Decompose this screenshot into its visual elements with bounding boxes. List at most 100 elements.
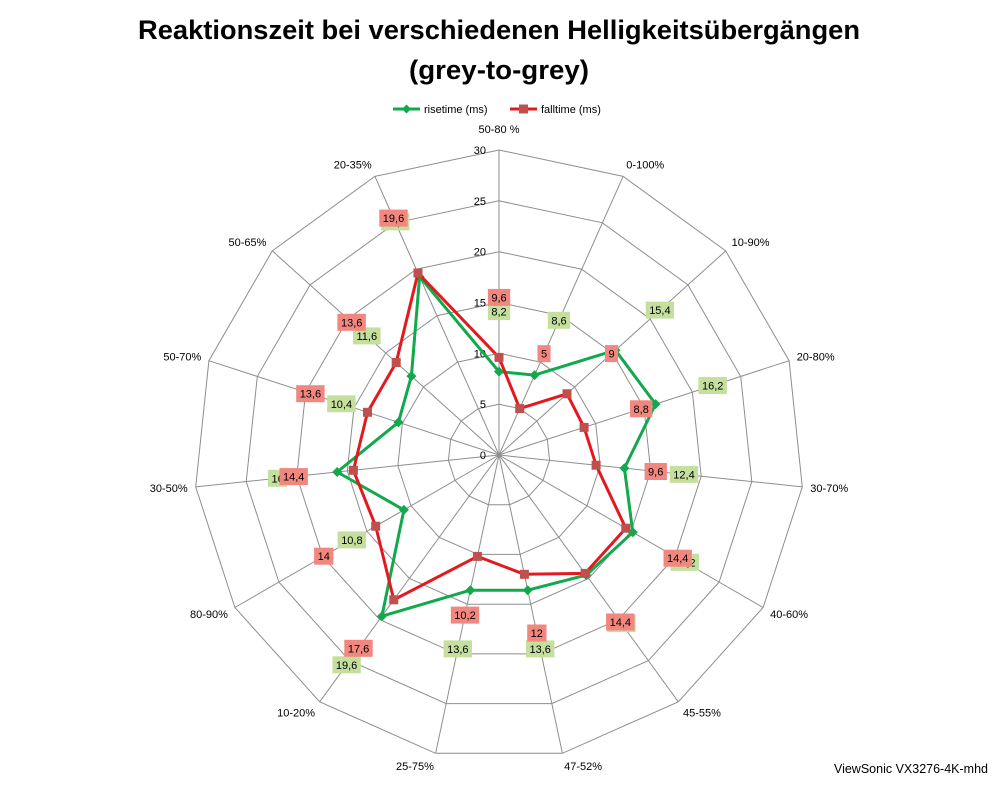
data-point-square: [389, 595, 399, 605]
data-label-text: 14,4: [667, 553, 688, 565]
data-point-diamond: [465, 585, 476, 596]
axis-spoke: [234, 454, 500, 608]
grid-ring: [346, 301, 652, 605]
data-label-text: 9,6: [491, 292, 506, 304]
chart-title: Reaktionszeit bei verschiedenen Helligke…: [138, 15, 860, 45]
data-point-square: [413, 268, 423, 278]
data-label-text: 16,2: [702, 381, 723, 393]
category-label: 0-100%: [626, 160, 664, 172]
data-point-square: [621, 523, 631, 533]
data-label: 13,6: [296, 385, 325, 403]
category-label: 20-35%: [334, 160, 372, 172]
data-label-text: 14: [318, 551, 330, 563]
data-label-box: [337, 313, 366, 331]
data-label-text: 9: [609, 349, 615, 361]
data-labels-falltime: 9,6 5 9 8,8 9,6 14,4 14,4 12 10,2 17,6 14 14,4 13,6 1…: [279, 209, 692, 657]
data-label: 8,6: [547, 311, 571, 329]
data-label-text: 8,8: [634, 404, 649, 416]
chart-subtitle: (grey-to-grey): [409, 55, 589, 85]
radial-tick-label: 15: [474, 298, 486, 310]
data-label-box: [344, 639, 373, 657]
category-label: 47-52%: [564, 761, 602, 773]
data-point-square: [494, 352, 504, 362]
data-label-box: [337, 531, 367, 549]
data-point-diamond: [619, 463, 630, 474]
category-label: 30-50%: [150, 483, 188, 495]
grid-ring: [447, 403, 551, 506]
series-falltime: [348, 268, 631, 605]
data-label-text: 5: [541, 349, 547, 361]
data-label: 19,6: [379, 209, 408, 227]
data-label-box: [605, 345, 619, 363]
data-point-square: [580, 568, 590, 578]
data-label-box: [296, 385, 325, 403]
data-point-square: [591, 460, 601, 470]
data-label-text: 17,6: [348, 643, 369, 655]
data-label-text: 13,6: [529, 644, 550, 656]
data-label-box: [379, 209, 408, 227]
data-label-box: [669, 465, 699, 483]
data-point-square: [519, 569, 529, 579]
data-label-text: 19,6: [336, 660, 357, 672]
category-labels: 50-80 % 0-100% 10-90% 20-80% 30-70% 40-60% 45-…: [150, 124, 849, 773]
data-label: 9,6: [487, 288, 511, 306]
data-label-text: 10,4: [331, 399, 352, 411]
category-label: 10-20%: [277, 707, 315, 719]
data-label: 10,8: [337, 531, 367, 549]
data-labels: 8,28,615,416,212,415,214,613,613,619,610…: [267, 209, 727, 674]
data-point-diamond: [494, 366, 504, 377]
data-point-diamond: [398, 504, 409, 515]
data-point-diamond: [650, 399, 661, 410]
category-label: 10-90%: [732, 237, 770, 249]
data-label: 14,4: [606, 613, 635, 631]
data-series: [332, 268, 661, 622]
data-label-text: 10,2: [454, 610, 475, 622]
data-label-text: 13,6: [341, 317, 362, 329]
data-label-box: [645, 301, 675, 319]
axis-spoke: [498, 454, 679, 703]
data-label-box: [487, 288, 511, 306]
data-label-text: 13,6: [447, 644, 468, 656]
data-label-text: 12,4: [673, 469, 694, 481]
data-label-box: [547, 311, 571, 329]
series-line: [335, 275, 658, 618]
category-label: 50-65%: [228, 237, 266, 249]
data-label: 17,6: [344, 639, 373, 657]
data-label-box: [487, 303, 511, 321]
data-label: 12,4: [669, 465, 699, 483]
grid-ring: [397, 352, 601, 555]
data-label: 15,4: [645, 301, 675, 319]
category-label: 50-80 %: [479, 124, 520, 136]
data-label: 5: [537, 345, 551, 363]
category-label: 20-80%: [797, 352, 835, 364]
data-label-box: [353, 327, 381, 345]
data-point-square: [579, 422, 589, 432]
data-label: 16,2: [698, 377, 727, 395]
data-label-text: 19,6: [383, 213, 404, 225]
data-label-box: [327, 395, 356, 413]
legend-square-marker: [519, 104, 528, 114]
data-label: 9,6: [644, 463, 667, 480]
legend-label-falltime: falltime (ms): [541, 104, 601, 116]
legend-diamond-marker: [402, 104, 411, 114]
data-label-box: [606, 613, 635, 631]
category-label: 30-70%: [810, 483, 848, 495]
monitor-model-caption: ViewSonic VX3276-4K-mhd: [834, 762, 988, 776]
data-label-box: [644, 463, 667, 480]
grid-ring: [195, 149, 803, 754]
data-label-text: 8,6: [551, 315, 566, 327]
data-label-box: [698, 377, 727, 395]
data-label: 8,2: [487, 303, 511, 321]
data-label: 19,6: [332, 656, 361, 674]
axis-spoke: [435, 454, 500, 754]
radial-tick-label: 5: [480, 399, 486, 411]
data-label: 11,6: [353, 327, 381, 345]
data-point-diamond: [529, 370, 540, 381]
data-label: 14,4: [279, 468, 308, 486]
data-point-diamond: [332, 467, 343, 477]
legend: risetime (ms) falltime (ms): [393, 104, 601, 116]
data-label-box: [443, 640, 472, 658]
data-point-square: [363, 407, 372, 417]
